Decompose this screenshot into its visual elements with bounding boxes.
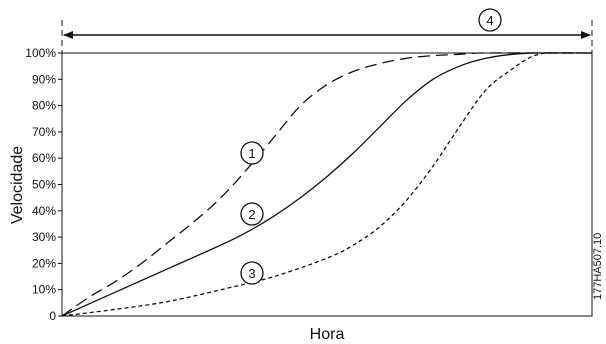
series-line-2 [61, 52, 593, 317]
callout-label-1: 1 [248, 146, 255, 161]
y-tick-label: 20% [32, 256, 56, 270]
series-callouts: 1 2 3 [240, 141, 264, 285]
callout-label-2: 2 [248, 207, 255, 222]
span-indicator: 4 [61, 8, 593, 53]
y-tick-label: 0 [49, 309, 56, 323]
callout-label-3: 3 [248, 266, 255, 281]
y-tick-label: 40% [32, 204, 56, 218]
span-callout-label: 4 [486, 13, 493, 28]
callout-circle-3 [240, 261, 264, 285]
span-callout-circle [478, 8, 502, 32]
y-tick-label: 80% [32, 99, 56, 113]
callout-circle-2 [240, 202, 264, 226]
x-axis-title: Hora [310, 326, 345, 343]
y-tick-label: 30% [32, 230, 56, 244]
y-axis-title: Velocidade [9, 146, 26, 224]
y-tick-label: 70% [32, 125, 56, 139]
callout-circle-1 [240, 141, 264, 165]
plot-frame [61, 52, 593, 317]
series-layer [61, 52, 593, 317]
y-tick-label: 60% [32, 151, 56, 165]
reference-code: 177HA507.10 [592, 233, 604, 300]
series-line-3 [61, 52, 593, 317]
y-tick-label: 50% [32, 178, 56, 192]
y-tick-label: 100% [25, 46, 56, 60]
y-tick-label: 10% [32, 283, 56, 297]
y-axis-ticks: 0 10% 20% 30% 40% 50% 60% 70% 80% 90% 100% [25, 46, 62, 323]
y-tick-label: 90% [32, 72, 56, 86]
series-line-1 [61, 52, 593, 317]
